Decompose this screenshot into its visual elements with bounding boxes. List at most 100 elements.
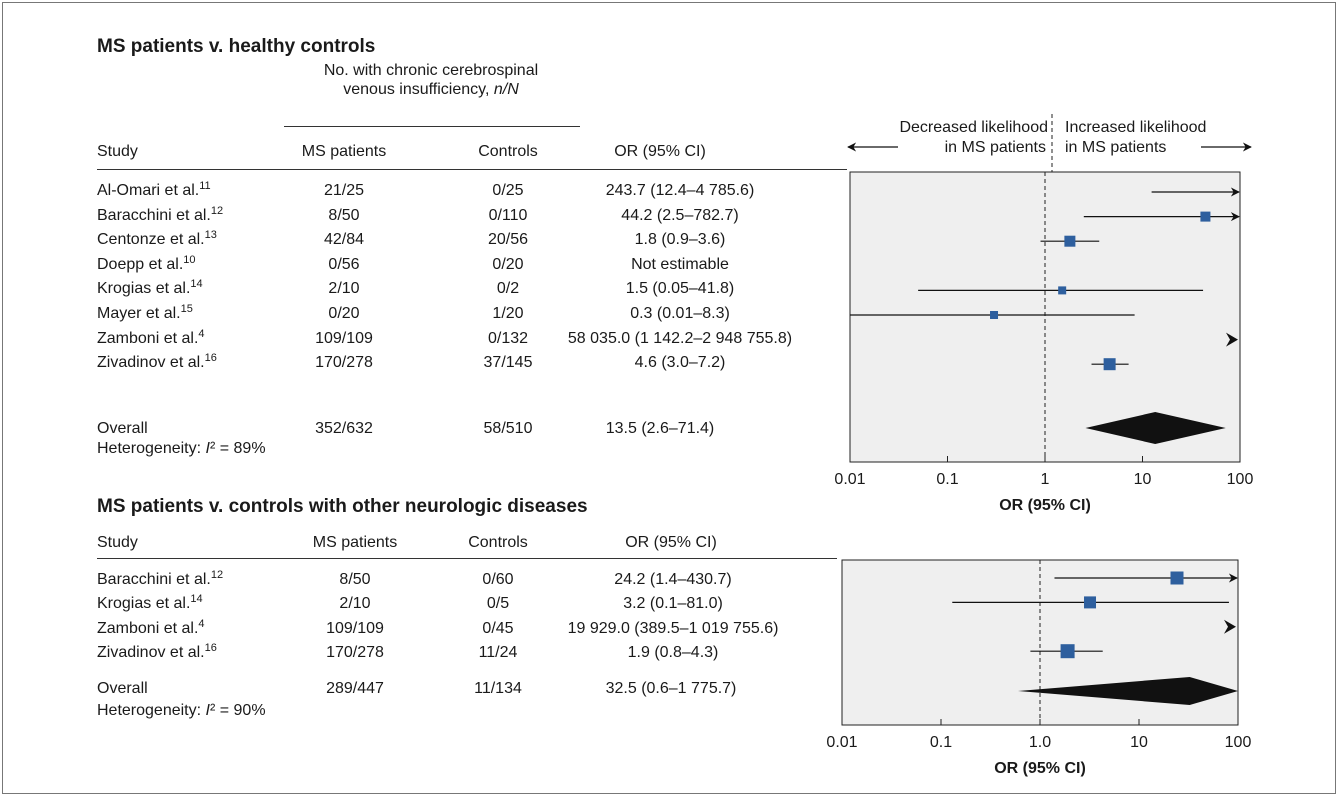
or-value: 1.5 (0.05–41.8) — [625, 280, 735, 298]
study-name: Krogias et al.14 — [97, 593, 203, 613]
tick-label: 1 — [1041, 471, 1050, 488]
study-name: Zamboni et al.4 — [97, 617, 205, 637]
col-header-controls-2: Controls — [468, 534, 528, 551]
tick-label: 0.01 — [826, 734, 857, 751]
direction-label-decreased: Decreased likelihood — [899, 119, 1048, 136]
tick-label: 1.0 — [1029, 734, 1051, 751]
tick-label: 100 — [1227, 471, 1254, 488]
ms-count: 2/10 — [339, 595, 371, 613]
overall-diamond — [1018, 677, 1238, 705]
col-header-or: OR (95% CI) — [614, 143, 706, 160]
reference-number: 11 — [199, 180, 211, 192]
reference-number: 15 — [180, 303, 193, 315]
ms-count: 42/84 — [323, 231, 365, 249]
direction-label-increased-2: in MS patients — [1065, 139, 1166, 156]
control-count: 0/45 — [482, 619, 514, 637]
ms-count: 170/278 — [315, 354, 373, 372]
control-count: 0/5 — [486, 595, 510, 613]
study-name: Mayer et al.15 — [97, 303, 193, 323]
or-value: 19 929.0 (389.5–1 019 755.6) — [567, 619, 779, 637]
header-rule-2 — [97, 558, 837, 559]
col-header-ms-patients-2: MS patients — [312, 534, 398, 551]
overall-diamond — [1085, 412, 1226, 444]
study-name: Baracchini et al.12 — [97, 569, 224, 589]
reference-number: 14 — [190, 278, 203, 291]
ms-count: 109/109 — [326, 619, 384, 637]
off-scale-arrow — [1226, 332, 1238, 347]
control-count: 11/24 — [478, 644, 518, 662]
reference-number: 4 — [198, 617, 205, 630]
overall-controls: 58/510 — [483, 420, 533, 437]
section-title-neurologic-controls: MS patients v. controls with other neuro… — [97, 496, 588, 517]
col-header-controls: Controls — [478, 143, 538, 160]
overall-or: 13.5 (2.6–71.4) — [605, 420, 715, 437]
control-count: 37/145 — [483, 354, 533, 372]
point-estimate-marker — [1170, 571, 1184, 585]
overall-ms-2: 289/447 — [326, 680, 384, 697]
study-name: Zivadinov et al.16 — [97, 352, 217, 372]
study-name: Al-Omari et al.11 — [97, 180, 211, 200]
or-value: 0.3 (0.01–8.3) — [630, 305, 730, 322]
point-estimate-marker — [1084, 596, 1097, 609]
study-name: Krogias et al.14 — [97, 278, 203, 298]
point-estimate-marker — [1064, 235, 1076, 247]
section-title-healthy-controls: MS patients v. healthy controls — [97, 36, 376, 57]
point-estimate-marker — [1060, 644, 1075, 659]
x-axis-title: OR (95% CI) — [994, 760, 1086, 777]
col-header-ms-patients: MS patients — [301, 143, 387, 160]
point-estimate-marker — [1200, 211, 1211, 222]
tick-label: 10 — [1134, 471, 1152, 488]
group-header-line2: venous insufficiency, n/N — [343, 81, 519, 98]
direction-label-decreased-2: in MS patients — [945, 139, 1046, 156]
ms-count: 21/25 — [323, 182, 365, 199]
or-value: 44.2 (2.5–782.7) — [621, 206, 739, 224]
control-count: 1/20 — [492, 305, 524, 322]
reference-number: 4 — [198, 327, 205, 340]
overall-label-2: Overall — [97, 680, 148, 697]
ms-count: 0/20 — [328, 305, 360, 322]
tick-label: 0.1 — [930, 734, 952, 751]
group-header-line1: No. with chronic cerebrospinal — [323, 62, 539, 79]
tick-label: 10 — [1130, 734, 1148, 751]
control-count: 0/20 — [492, 255, 524, 273]
reference-number: 13 — [204, 229, 217, 242]
ms-count: 0/56 — [328, 255, 360, 273]
or-value: 243.7 (12.4–4 785.6) — [605, 182, 755, 199]
or-value: 4.6 (3.0–7.2) — [634, 354, 726, 372]
col-header-or-2: OR (95% CI) — [625, 534, 717, 551]
study-name: Doepp et al.10 — [97, 253, 196, 273]
control-count: 20/56 — [487, 231, 529, 249]
reference-number: 12 — [210, 569, 224, 581]
direction-label-increased: Increased likelihood — [1065, 119, 1206, 136]
control-count: 0/25 — [492, 182, 524, 199]
or-value: 24.2 (1.4–430.7) — [614, 571, 732, 588]
point-estimate-marker — [1103, 358, 1116, 371]
control-count: 0/2 — [496, 280, 520, 298]
point-estimate-marker — [1058, 286, 1067, 295]
ms-count: 8/50 — [339, 571, 371, 588]
tick-label: 0.1 — [936, 471, 958, 488]
col-header-study-2: Study — [97, 534, 138, 551]
ms-count: 8/50 — [328, 206, 360, 224]
study-name: Zivadinov et al.16 — [97, 642, 217, 662]
study-name: Zamboni et al.4 — [97, 327, 205, 347]
or-value: 58 035.0 (1 142.2–2 948 755.8) — [567, 329, 793, 347]
ms-count: 109/109 — [315, 329, 373, 347]
overall-controls-2: 11/134 — [474, 680, 522, 697]
reference-number: 14 — [190, 593, 203, 606]
overall-ms: 352/632 — [315, 420, 373, 437]
ms-count: 2/10 — [328, 280, 360, 298]
or-value: 1.8 (0.9–3.6) — [634, 231, 726, 249]
ms-count: 170/278 — [326, 644, 384, 662]
study-name: Centonze et al.13 — [97, 229, 217, 249]
group-header-rule — [284, 126, 580, 127]
control-count: 0/132 — [487, 329, 529, 347]
study-name: Baracchini et al.12 — [97, 204, 224, 224]
reference-number: 10 — [183, 253, 196, 266]
heterogeneity-neurologic: Heterogeneity: I² = 90% — [97, 702, 266, 719]
control-count: 0/110 — [488, 206, 528, 224]
overall-or-2: 32.5 (0.6–1 775.7) — [605, 680, 737, 697]
tick-label: 0.01 — [834, 471, 865, 488]
